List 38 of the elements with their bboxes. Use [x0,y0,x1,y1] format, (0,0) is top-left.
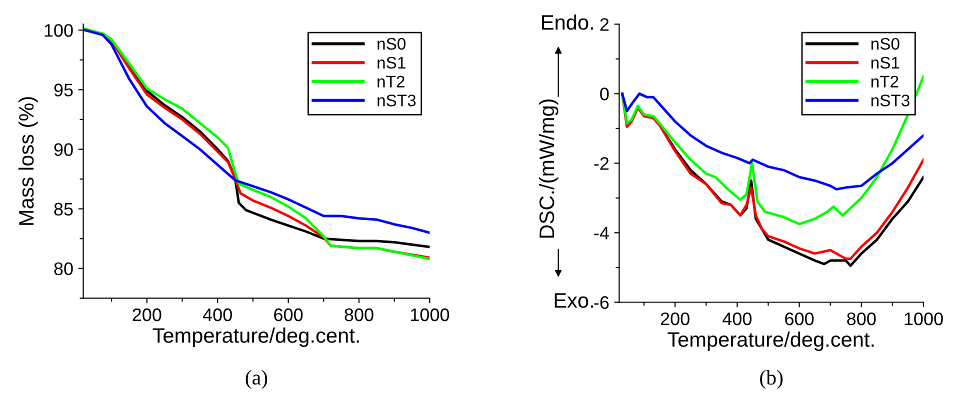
line-series [621,75,924,226]
y-tick-label: -4 [594,226,609,240]
x-axis-title: Temperature/deg.cent. [152,328,359,347]
x-axis-title: Temperature/deg.cent. [668,332,874,351]
legend-label: nST3 [871,94,910,106]
legend-label: nT2 [378,76,404,88]
legend-label: nS0 [871,38,900,50]
y-axis-title: DSC./(mW/mg) [538,99,558,238]
x-tick-label: 600 [274,308,303,322]
legend-label: nST3 [378,94,416,106]
x-tick-label: 1000 [904,312,943,326]
x-tick-label: 400 [202,308,232,322]
y-tick-label: 95 [54,84,73,96]
line-series [621,92,924,191]
legend-label: nS1 [871,56,900,69]
x-tick-label: 1000 [410,308,450,322]
text: (a) [246,370,268,389]
y-tick-label: 80 [54,262,73,276]
legend-label: nS0 [378,38,406,50]
y-tick-label: 85 [54,202,73,216]
y-tick-label: 100 [44,24,73,37]
text: (b) [760,370,783,389]
x-tick-label: 200 [660,312,690,326]
y-tick-label: 0 [600,88,609,100]
y-axis-title: Mass loss (%) [18,97,38,225]
x-tick-label: 800 [847,312,876,326]
y-tick-label: 90 [54,143,73,156]
x-tick-label: 800 [344,308,374,322]
legend-label: nT2 [871,76,898,88]
text: Endo. [542,14,593,30]
x-tick-label: 400 [722,312,752,326]
text: Exo. [554,293,593,308]
y-tick-label: -6 [594,296,609,309]
y-tick-label: 2 [600,18,609,31]
x-tick-label: 600 [785,312,814,326]
x-tick-label: 200 [132,308,162,322]
legend-label: nS1 [378,56,406,69]
y-tick-label: -2 [594,157,609,170]
